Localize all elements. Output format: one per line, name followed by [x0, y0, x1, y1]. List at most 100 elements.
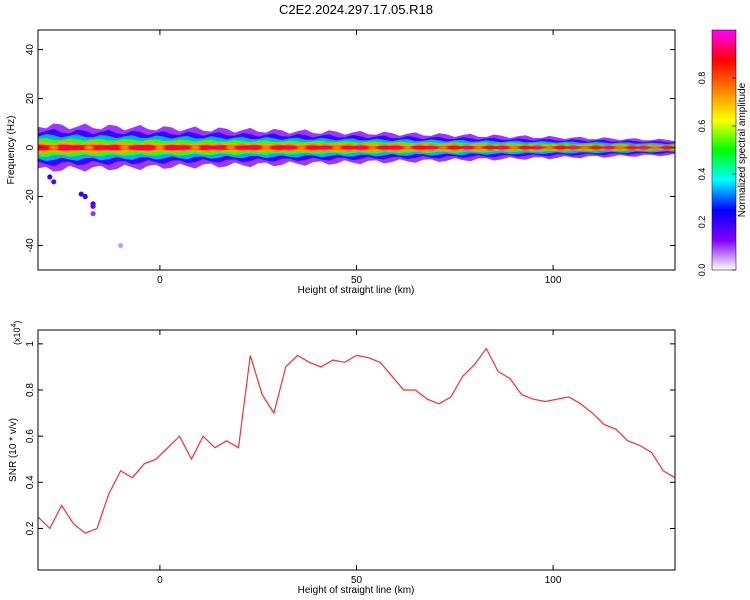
spectrogram-scatter-point: [90, 211, 96, 217]
spectrogram-peak: [485, 145, 496, 150]
x-tick-label: 0: [157, 575, 163, 586]
snr-plot-area: [38, 347, 675, 534]
spectrogram-peak: [402, 145, 413, 150]
snr-series-line: [38, 347, 675, 534]
spectrogram-peak: [178, 145, 189, 150]
spectrogram-peak: [225, 145, 236, 150]
x-tick-label: 100: [545, 275, 562, 286]
spectrogram-peak: [308, 145, 319, 150]
spectrogram-peak: [119, 145, 130, 150]
spectrogram-peak: [154, 145, 165, 150]
spectrogram-peak: [95, 145, 106, 150]
spectrogram-scatter-point: [90, 203, 96, 209]
y-tick-label: 0.6: [25, 429, 36, 443]
spectrogram-plot-area: [38, 30, 675, 270]
spectrogram-peak: [650, 145, 661, 150]
spectrogram-peak: [272, 145, 283, 150]
spectrogram-peak: [390, 145, 401, 150]
spectrogram-xlabel: Height of straight line (km): [298, 285, 415, 296]
spectrogram-peak: [60, 145, 71, 150]
snr-y-multiplier: (x104): [11, 321, 22, 345]
snr-xlabel: Height of straight line (km): [298, 585, 415, 596]
colorbar-tick-label: 0.8: [697, 72, 707, 85]
x-tick-label: 0: [157, 275, 163, 286]
spectrogram-peak: [367, 145, 378, 150]
spectrogram-peak: [426, 145, 437, 150]
spectrogram-scatter-point: [51, 179, 57, 185]
y-tick-label: 0.8: [25, 383, 36, 397]
spectrogram-peak: [190, 145, 201, 150]
y-tick-label: 40: [25, 44, 36, 56]
spectrogram-axes: 0 50 100 -40 -20 0 20 40: [25, 30, 675, 286]
spectrogram-peak: [355, 145, 366, 150]
spectrogram-peak: [84, 145, 95, 150]
spectrogram-peak: [579, 145, 590, 150]
y-tick-label: 20: [25, 93, 36, 105]
colorbar-tick-label: 0.2: [697, 216, 707, 229]
spectrogram-peak: [143, 145, 154, 150]
spectrogram-scatter-point: [58, 164, 65, 170]
spectrogram-peak: [555, 145, 566, 150]
figure-title: C2E2.2024.297.17.05.R18: [279, 2, 433, 17]
colorbar-label: Normalized spectral amplitude: [737, 82, 748, 217]
spectrogram-peak: [532, 145, 543, 150]
spectrogram-peak: [449, 145, 460, 150]
y-tick-label: 0: [25, 144, 36, 150]
x-tick-label: 50: [351, 575, 363, 586]
snr-panel: 0 50 100 0.2 0.4 0.6 0.8 1 Height of straight l…: [8, 321, 676, 596]
spectrogram-peak: [213, 145, 224, 150]
spectrogram-peak: [331, 145, 342, 150]
spectrogram-ylabel: Frequency (Hz): [6, 116, 17, 185]
spectrogram-peak: [131, 145, 142, 150]
y-tick-label: -20: [25, 189, 36, 204]
spectrogram-scatter-point: [117, 242, 124, 249]
spectrogram-peak: [567, 145, 578, 150]
spectrogram-peak: [284, 145, 295, 150]
spectrogram-scatter-point: [78, 191, 84, 197]
snr-frame: [37, 329, 676, 571]
colorbar: 0.0 0.2 0.4 0.6 0.8 Normalized spectral ampl…: [697, 29, 748, 276]
spectrogram-panel: 0 50 100 -40 -20 0 20 40 Height of straight lin…: [6, 29, 676, 296]
spectrogram-peak: [249, 145, 260, 150]
spectrogram-peak: [261, 145, 272, 150]
spectrogram-peak: [591, 145, 602, 150]
spectrogram-peak: [520, 145, 531, 150]
spectrogram-peak: [202, 145, 213, 150]
spectrogram-peak: [320, 145, 331, 150]
spectrogram-peak: [496, 145, 507, 150]
colorbar-tick-label: 0.4: [697, 168, 707, 181]
x-tick-label: 50: [351, 275, 363, 286]
y-tick-label: 1: [25, 341, 36, 347]
y-tick-label: -40: [25, 238, 36, 253]
spectrogram-peak: [614, 145, 625, 150]
spectrogram-peak: [72, 145, 83, 150]
spectrogram-peak: [48, 145, 59, 150]
x-tick-label: 100: [545, 575, 562, 586]
colorbar-axis: 0.0 0.2 0.4 0.6 0.8: [697, 72, 736, 276]
spectrogram-peak: [166, 145, 177, 150]
spectrogram-peak: [107, 145, 118, 150]
spectrogram-scatter-point: [47, 174, 53, 180]
spectrogram-peak: [626, 145, 637, 150]
spectrogram-peak: [296, 145, 307, 150]
spectrogram-peak: [438, 145, 449, 150]
spectrogram-peak: [603, 145, 614, 150]
y-tick-label: 0.2: [25, 521, 36, 535]
spectrogram-peak: [544, 145, 555, 150]
spectrogram-peak: [473, 145, 484, 150]
spectrogram-peak: [638, 145, 649, 150]
spectrogram-scatter-point: [82, 193, 88, 200]
spectrogram-peak: [237, 145, 248, 150]
spectrogram-peak: [461, 145, 472, 150]
snr-axes: 0 50 100 0.2 0.4 0.6 0.8 1: [25, 330, 675, 586]
y-tick-label: 0.4: [25, 475, 36, 489]
colorbar-strip: [711, 29, 737, 271]
colorbar-tick-label: 0.6: [697, 120, 707, 133]
spectrogram-peak: [508, 145, 519, 150]
spectrogram-peak: [343, 145, 354, 150]
spectrogram-peak: [662, 145, 673, 150]
spectrogram-peak: [379, 145, 390, 150]
snr-ylabel: SNR (10 * v/v): [8, 418, 19, 482]
spectrogram-peak: [414, 145, 425, 150]
